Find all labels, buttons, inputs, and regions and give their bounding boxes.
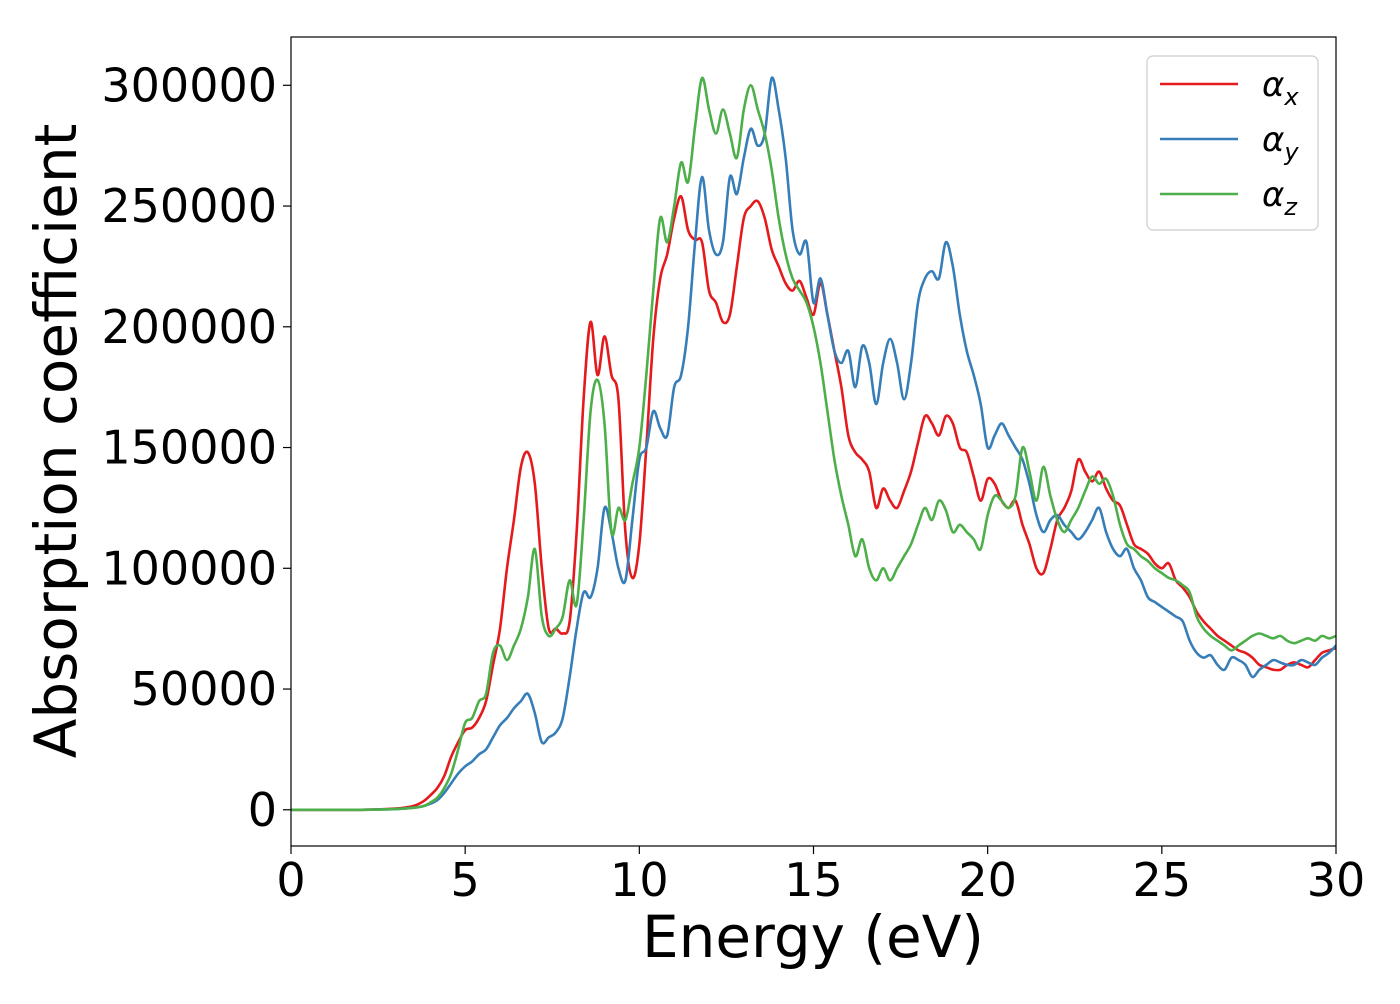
legend-box <box>1146 55 1319 231</box>
series-line-z <box>291 76 1336 812</box>
x-tick-label: 10 <box>610 853 669 907</box>
legend-label-base: α <box>1262 175 1284 215</box>
y-tick-label: 300000 <box>101 58 277 112</box>
x-tick-label: 15 <box>784 853 843 907</box>
x-axis-label: Energy (eV) <box>642 903 984 971</box>
series-line-x <box>291 195 1336 812</box>
legend-label-subscript: z <box>1283 193 1298 221</box>
x-tick-label: 30 <box>1307 853 1366 907</box>
legend-label-base: α <box>1262 120 1284 160</box>
x-tick-label: 5 <box>451 853 480 907</box>
x-tick-label: 25 <box>1133 853 1192 907</box>
x-axis-ticks: 0 5 10 15 20 25 30 <box>276 846 1365 907</box>
legend-label-z: αz <box>1262 175 1298 221</box>
y-axis-label: Absorption coefficient <box>22 124 90 759</box>
series-layer <box>291 76 1336 812</box>
series-line-y <box>291 76 1336 812</box>
y-axis-ticks: 0 50000 100000 150000 200000 250000 300000 <box>101 58 291 837</box>
x-tick-label: 20 <box>958 853 1017 907</box>
y-tick-label: 200000 <box>101 300 277 354</box>
legend-label-y: αy <box>1262 120 1299 166</box>
legend-label-subscript: x <box>1283 83 1299 111</box>
y-tick-label: 50000 <box>131 662 277 716</box>
y-tick-label: 100000 <box>101 541 277 595</box>
x-tick-label: 0 <box>276 853 305 907</box>
y-tick-label: 250000 <box>101 179 277 233</box>
y-tick-label: 150000 <box>101 421 277 475</box>
legend-label-x: αx <box>1262 65 1299 111</box>
legend-label-subscript: y <box>1283 138 1299 166</box>
y-tick-label: 0 <box>248 783 277 837</box>
legend-label-base: α <box>1262 65 1284 105</box>
